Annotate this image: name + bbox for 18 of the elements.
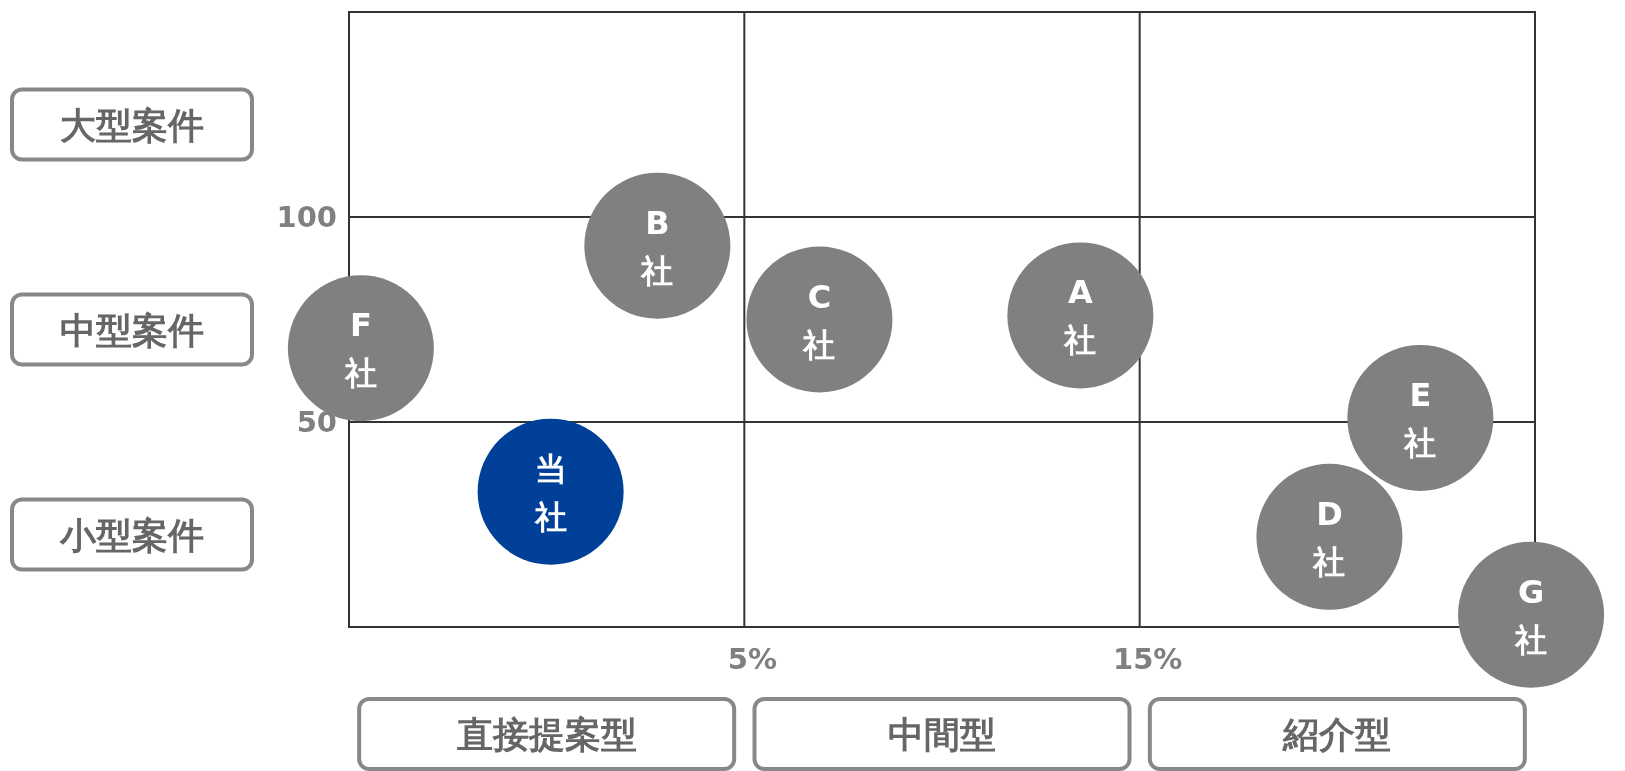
- y-tick-label: 50: [296, 405, 337, 439]
- x-tick-label: 15%: [1112, 642, 1183, 676]
- band-label: 大型案件: [10, 87, 254, 162]
- band-label: 直接提案型: [357, 697, 737, 771]
- band-label: 小型案件: [10, 497, 254, 572]
- band-label: 紹介型: [1147, 697, 1527, 771]
- y-tick-label: 100: [276, 200, 337, 234]
- series-label: A社: [1064, 273, 1097, 360]
- series-label: G社: [1515, 572, 1548, 659]
- series-label: B社: [641, 203, 674, 290]
- band-label: 中間型: [752, 697, 1132, 771]
- series-label: E社: [1404, 375, 1437, 462]
- series-label: 当社: [534, 449, 567, 536]
- series-label: D社: [1313, 494, 1346, 581]
- series-label: C社: [803, 277, 836, 364]
- band-label: 中型案件: [10, 292, 254, 367]
- series-label: F社: [344, 306, 377, 393]
- x-tick-label: 5%: [727, 642, 777, 676]
